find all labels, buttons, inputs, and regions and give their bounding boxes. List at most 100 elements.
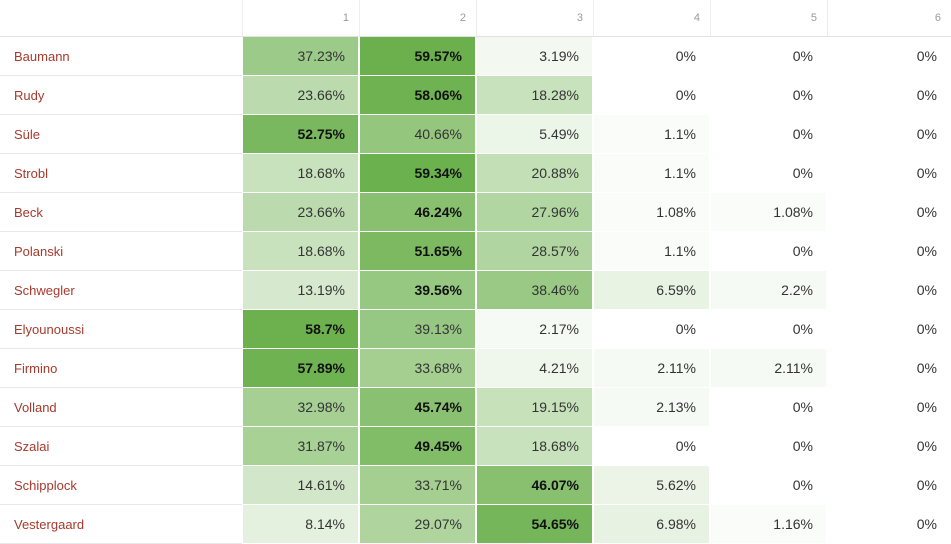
value-cell-2: 33.68% — [359, 349, 476, 388]
value-cell-5: 2.11% — [710, 349, 827, 388]
value-cell-4: 1.1% — [593, 232, 710, 271]
value-cell-2: 29.07% — [359, 505, 476, 544]
value-cell-5: 1.08% — [710, 193, 827, 232]
value-cell-1: 31.87% — [242, 427, 359, 466]
value-cell-6: 0% — [827, 76, 951, 115]
player-name-link[interactable]: Polanski — [0, 232, 242, 271]
value-cell-4: 6.98% — [593, 505, 710, 544]
value-cell-1: 52.75% — [242, 115, 359, 154]
value-cell-3: 18.68% — [476, 427, 593, 466]
value-cell-3: 46.07% — [476, 466, 593, 505]
value-cell-2: 33.71% — [359, 466, 476, 505]
value-cell-2: 49.45% — [359, 427, 476, 466]
value-cell-3: 54.65% — [476, 505, 593, 544]
value-cell-3: 2.17% — [476, 310, 593, 349]
table-row: Firmino 57.89% 33.68% 4.21% 2.11% 2.11% 0% — [0, 349, 951, 388]
value-cell-6: 0% — [827, 271, 951, 310]
value-cell-5: 0% — [710, 115, 827, 154]
value-cell-1: 13.19% — [242, 271, 359, 310]
player-name-link[interactable]: Elyounoussi — [0, 310, 242, 349]
value-cell-4: 2.13% — [593, 388, 710, 427]
value-cell-2: 39.56% — [359, 271, 476, 310]
value-cell-1: 8.14% — [242, 505, 359, 544]
player-name-link[interactable]: Baumann — [0, 37, 242, 76]
player-name-link[interactable]: Beck — [0, 193, 242, 232]
value-cell-4: 0% — [593, 310, 710, 349]
value-cell-2: 51.65% — [359, 232, 476, 271]
value-cell-4: 0% — [593, 427, 710, 466]
table-row: Szalai 31.87% 49.45% 18.68% 0% 0% 0% — [0, 427, 951, 466]
value-cell-3: 38.46% — [476, 271, 593, 310]
value-cell-1: 57.89% — [242, 349, 359, 388]
player-name-link[interactable]: Firmino — [0, 349, 242, 388]
value-cell-3: 18.28% — [476, 76, 593, 115]
table-row: Schwegler 13.19% 39.56% 38.46% 6.59% 2.2% 0% — [0, 271, 951, 310]
table-row: Polanski 18.68% 51.65% 28.57% 1.1% 0% 0% — [0, 232, 951, 271]
value-cell-2: 58.06% — [359, 76, 476, 115]
value-cell-6: 0% — [827, 466, 951, 505]
value-cell-6: 0% — [827, 349, 951, 388]
value-cell-5: 0% — [710, 466, 827, 505]
table-row: Volland 32.98% 45.74% 19.15% 2.13% 0% 0% — [0, 388, 951, 427]
value-cell-6: 0% — [827, 232, 951, 271]
value-cell-4: 6.59% — [593, 271, 710, 310]
value-cell-3: 27.96% — [476, 193, 593, 232]
value-cell-3: 5.49% — [476, 115, 593, 154]
table-row: Elyounoussi 58.7% 39.13% 2.17% 0% 0% 0% — [0, 310, 951, 349]
value-cell-4: 5.62% — [593, 466, 710, 505]
value-cell-4: 1.1% — [593, 115, 710, 154]
player-name-link[interactable]: Schipplock — [0, 466, 242, 505]
table-body: Baumann 37.23% 59.57% 3.19% 0% 0% 0% Rudy 23.66%… — [0, 37, 951, 544]
column-header-3: 3 — [476, 0, 593, 37]
value-cell-1: 23.66% — [242, 76, 359, 115]
value-cell-1: 37.23% — [242, 37, 359, 76]
value-cell-3: 28.57% — [476, 232, 593, 271]
column-header-1: 1 — [242, 0, 359, 37]
value-cell-2: 46.24% — [359, 193, 476, 232]
player-name-link[interactable]: Volland — [0, 388, 242, 427]
value-cell-1: 18.68% — [242, 154, 359, 193]
value-cell-3: 19.15% — [476, 388, 593, 427]
player-name-link[interactable]: Süle — [0, 115, 242, 154]
value-cell-5: 0% — [710, 427, 827, 466]
value-cell-2: 59.34% — [359, 154, 476, 193]
value-cell-5: 2.2% — [710, 271, 827, 310]
value-cell-3: 3.19% — [476, 37, 593, 76]
value-cell-6: 0% — [827, 427, 951, 466]
value-cell-4: 1.08% — [593, 193, 710, 232]
column-header-5: 5 — [710, 0, 827, 37]
header-row: 1 2 3 4 5 6 — [0, 0, 951, 37]
column-header-4: 4 — [593, 0, 710, 37]
value-cell-1: 23.66% — [242, 193, 359, 232]
value-cell-2: 40.66% — [359, 115, 476, 154]
value-cell-4: 2.11% — [593, 349, 710, 388]
player-name-link[interactable]: Szalai — [0, 427, 242, 466]
table-row: Strobl 18.68% 59.34% 20.88% 1.1% 0% 0% — [0, 154, 951, 193]
value-cell-5: 0% — [710, 37, 827, 76]
value-cell-5: 0% — [710, 310, 827, 349]
player-name-link[interactable]: Vestergaard — [0, 505, 242, 544]
column-header-6: 6 — [827, 0, 951, 37]
value-cell-4: 0% — [593, 76, 710, 115]
value-cell-1: 58.7% — [242, 310, 359, 349]
value-cell-5: 0% — [710, 232, 827, 271]
table-row: Süle 52.75% 40.66% 5.49% 1.1% 0% 0% — [0, 115, 951, 154]
table-row: Beck 23.66% 46.24% 27.96% 1.08% 1.08% 0% — [0, 193, 951, 232]
player-name-link[interactable]: Rudy — [0, 76, 242, 115]
value-cell-6: 0% — [827, 505, 951, 544]
value-cell-2: 59.57% — [359, 37, 476, 76]
value-cell-2: 39.13% — [359, 310, 476, 349]
value-cell-6: 0% — [827, 193, 951, 232]
value-cell-6: 0% — [827, 37, 951, 76]
value-cell-5: 0% — [710, 388, 827, 427]
value-cell-5: 0% — [710, 154, 827, 193]
player-name-link[interactable]: Schwegler — [0, 271, 242, 310]
value-cell-3: 4.21% — [476, 349, 593, 388]
value-cell-5: 1.16% — [710, 505, 827, 544]
value-cell-4: 0% — [593, 37, 710, 76]
player-name-link[interactable]: Strobl — [0, 154, 242, 193]
value-cell-3: 20.88% — [476, 154, 593, 193]
value-cell-1: 14.61% — [242, 466, 359, 505]
column-header-2: 2 — [359, 0, 476, 37]
value-cell-4: 1.1% — [593, 154, 710, 193]
